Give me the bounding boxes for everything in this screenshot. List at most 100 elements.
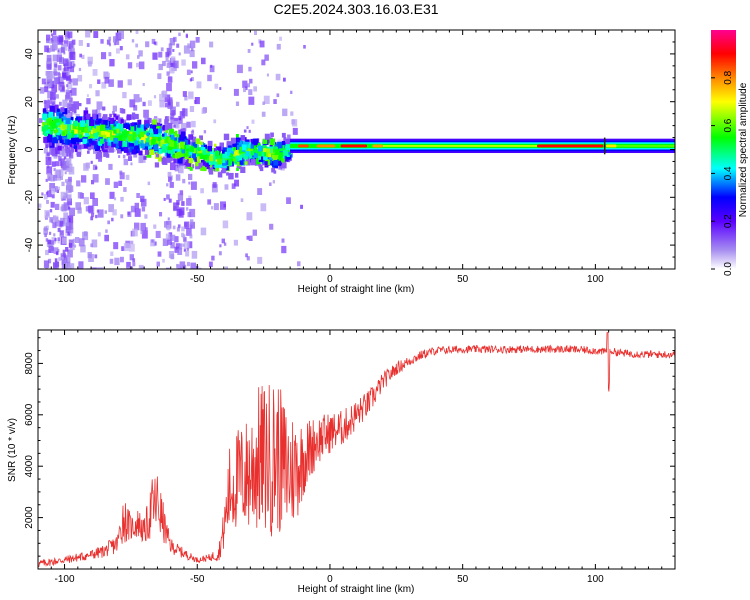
- heatmap-cell: [240, 157, 245, 163]
- heatmap-cell: [39, 87, 45, 94]
- heatmap-cell: [228, 145, 232, 150]
- heatmap-cell: [246, 235, 250, 240]
- heatmap-cell: [114, 121, 118, 124]
- heatmap-cell: [173, 120, 179, 128]
- heatmap-cell: [62, 108, 68, 115]
- heatmap-cell: [134, 128, 139, 135]
- heatmap-cell: [134, 132, 139, 137]
- ridge-blobs: [41, 102, 293, 180]
- heatmap-cell: [175, 174, 181, 181]
- heatmap-cell: [58, 124, 62, 128]
- heatmap-cell: [91, 212, 95, 218]
- heatmap-cell: [67, 31, 73, 39]
- heatmap-cell: [109, 113, 112, 118]
- heatmap-cell: [62, 249, 66, 254]
- heatmap-cell: [135, 43, 138, 48]
- heatmap-cell: [43, 194, 48, 200]
- heatmap-cell: [106, 39, 111, 45]
- heatmap-cell: [49, 209, 53, 213]
- heatmap-cell: [157, 73, 162, 80]
- heatmap-cell: [177, 248, 183, 255]
- heatmap-cell: [152, 119, 157, 125]
- heatmap-cell: [82, 138, 88, 145]
- heatmap-cell: [264, 133, 270, 140]
- heatmap-cell: [56, 134, 59, 138]
- heatmap-cell: [206, 161, 211, 166]
- heatmap-cell: [149, 149, 155, 155]
- heatmap-cell: [65, 185, 72, 194]
- heatmap-cell: [44, 100, 50, 109]
- heatmap-cell: [81, 126, 87, 133]
- heatmap-cell: [187, 241, 193, 249]
- heatmap-cell: [158, 63, 163, 71]
- heatmap-cell: [54, 119, 58, 123]
- heatmap-cell: [162, 238, 169, 246]
- heatmap-cell: [100, 39, 104, 44]
- colorbar: 0.0 0.2 0.4 0.6 0.8 Normalized spectral ampl…: [711, 30, 749, 276]
- heatmap-cell: [70, 48, 75, 55]
- heatmap-cell: [145, 41, 150, 48]
- heatmap-cell: [162, 126, 165, 130]
- heatmap-cell: [61, 259, 66, 266]
- heatmap-cell: [113, 149, 116, 152]
- heatmap-cell: [68, 111, 73, 117]
- heatmap-cell: [153, 144, 159, 151]
- heatmap-cell: [111, 134, 116, 139]
- heatmap-cell: [197, 153, 201, 158]
- heatmap-cell: [257, 256, 263, 264]
- heatmap-cell: [188, 91, 194, 98]
- heatmap-cell: [57, 186, 60, 191]
- heatmap-cell: [66, 181, 72, 189]
- heatmap-cell: [118, 140, 123, 146]
- heatmap-cell: [86, 98, 91, 105]
- heatmap-cell: [178, 165, 184, 174]
- heatmap-cell: [137, 123, 141, 128]
- snr-y-axis-label: SNR (10 * v/v): [7, 418, 18, 482]
- heatmap-cell: [60, 253, 66, 261]
- heatmap-cell: [177, 157, 183, 164]
- heatmap-cell: [128, 156, 132, 161]
- heatmap-cell: [45, 264, 49, 269]
- heatmap-cell: [240, 135, 246, 141]
- heatmap-cell: [118, 124, 124, 131]
- heatmap-cell: [178, 207, 185, 216]
- heatmap-cell: [76, 151, 81, 157]
- heatmap-cell: [116, 48, 120, 54]
- heatmap-cell: [275, 73, 281, 81]
- heatmap-cell: [206, 154, 210, 159]
- heatmap-cell: [223, 204, 226, 208]
- heatmap-cell: [264, 161, 268, 166]
- heatmap-cell: [186, 121, 191, 128]
- y-tick-label: 40: [24, 48, 35, 60]
- heatmap-cell: [245, 158, 251, 164]
- colorbar-tick-label: 0.4: [723, 166, 734, 180]
- heatmap-cell: [190, 219, 194, 224]
- heatmap-cell: [38, 203, 42, 208]
- heatmap-cell: [145, 227, 148, 231]
- heatmap-cell: [189, 49, 195, 58]
- heatmap-cell: [45, 156, 52, 166]
- heatmap-cell: [180, 141, 185, 148]
- heatmap-cell: [118, 180, 123, 186]
- heatmap-cell: [102, 130, 108, 136]
- heatmap-cell: [117, 143, 123, 149]
- heatmap-cell: [181, 59, 186, 66]
- heatmap-cell: [166, 267, 170, 269]
- heatmap-cell: [112, 119, 117, 125]
- heatmap-cell: [147, 181, 151, 186]
- heatmap-cell: [53, 233, 56, 237]
- heatmap-cell: [48, 245, 54, 253]
- heatmap-cell: [198, 162, 203, 168]
- heatmap-cell: [133, 94, 140, 103]
- heatmap-cell: [141, 198, 147, 207]
- heatmap-cell: [215, 153, 221, 160]
- heatmap-cell: [252, 229, 257, 236]
- heatmap-cell: [63, 212, 69, 220]
- heatmap-cell: [63, 120, 68, 125]
- heatmap-cell: [58, 82, 65, 91]
- heatmap-cell: [139, 131, 145, 138]
- heatmap-cell: [65, 148, 70, 154]
- heatmap-cell: [96, 209, 99, 213]
- heatmap-cell: [110, 136, 114, 141]
- heatmap-cell: [117, 80, 123, 88]
